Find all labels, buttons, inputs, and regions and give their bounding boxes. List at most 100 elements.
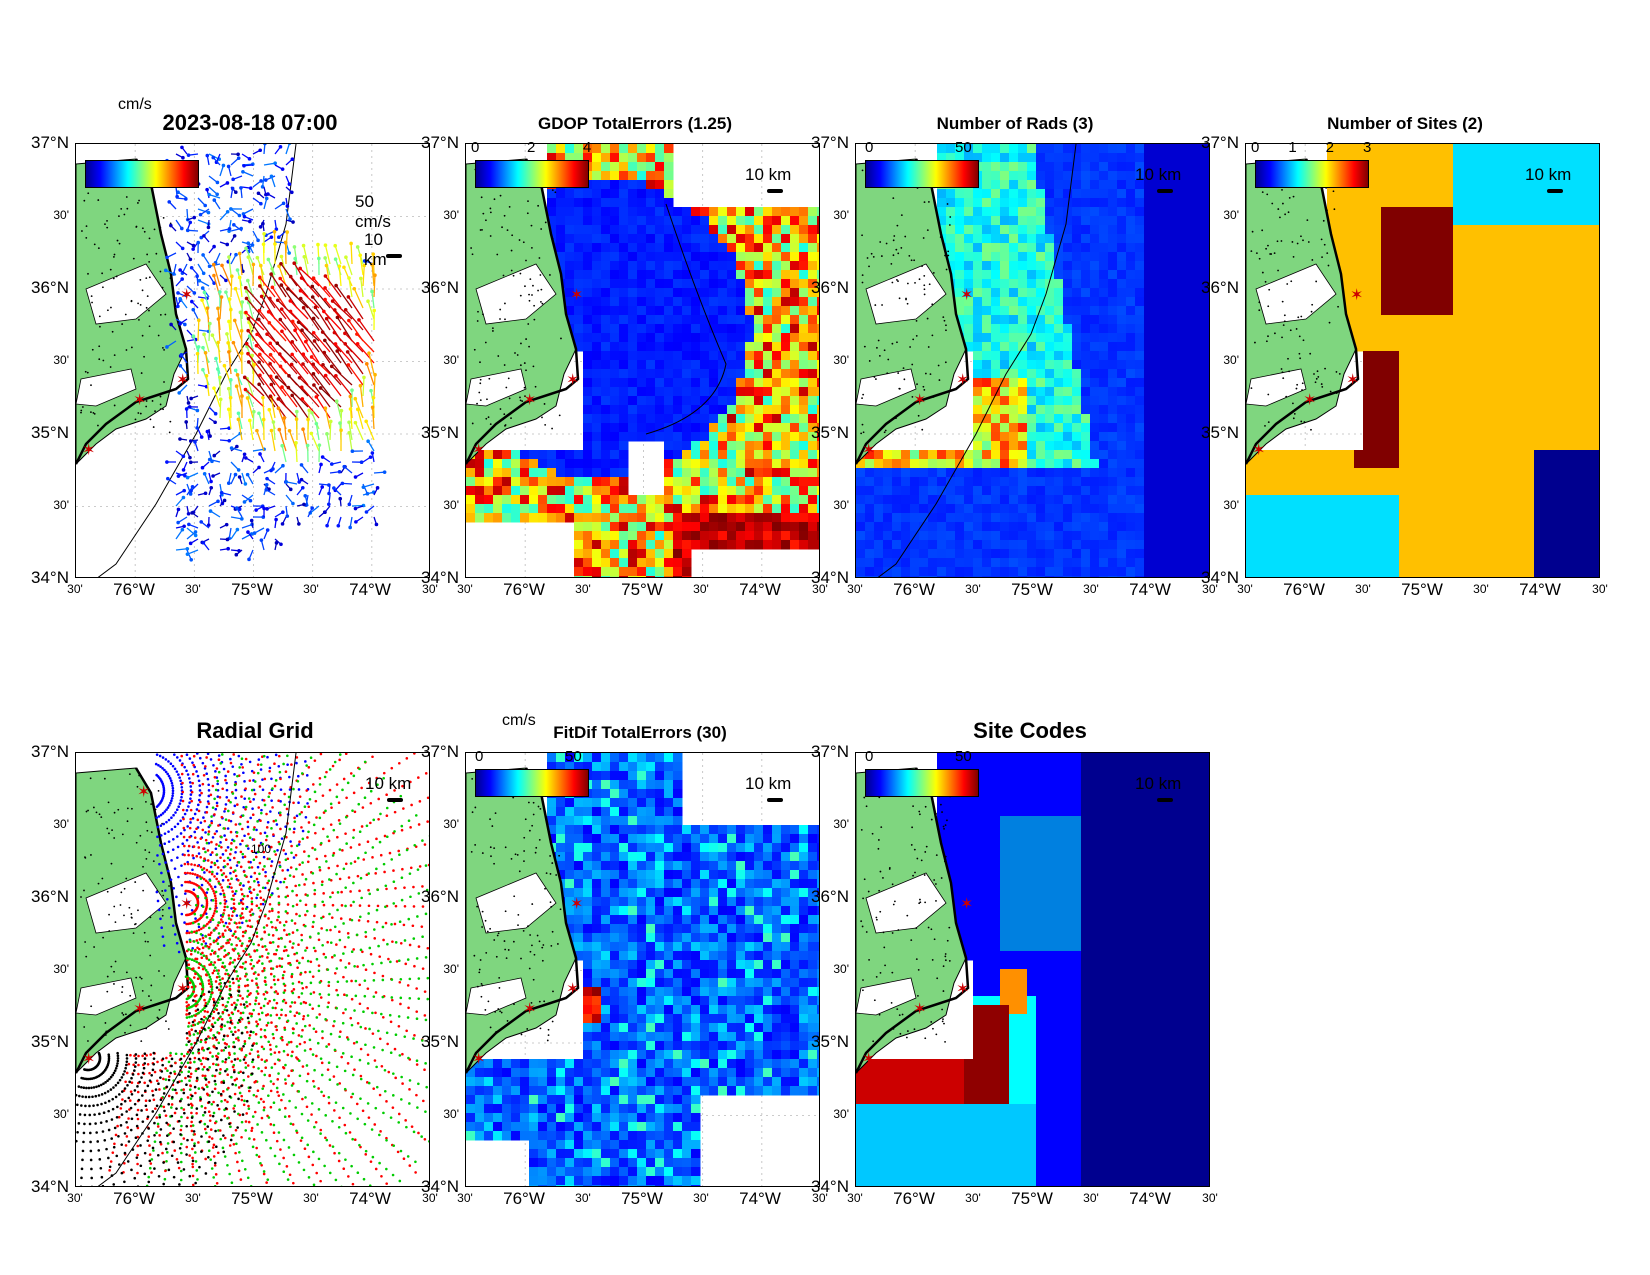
data-cell [700, 234, 710, 244]
data-cell [1072, 495, 1082, 505]
data-cell [745, 315, 755, 325]
data-cell [982, 306, 992, 316]
vector-head [229, 207, 233, 211]
data-cell [547, 477, 557, 487]
data-cell [1372, 189, 1382, 199]
data-cell [1036, 252, 1046, 262]
vector-head [327, 491, 331, 496]
data-cell [646, 306, 656, 316]
data-cell [574, 486, 584, 496]
vector-head [226, 407, 231, 412]
data-cell [955, 549, 965, 559]
vector-head [359, 460, 364, 464]
data-cell [1435, 153, 1445, 163]
current-vector [271, 286, 287, 309]
data-cell [619, 369, 629, 379]
data-cell [1054, 360, 1064, 370]
data-cell [718, 261, 728, 271]
data-cell [1027, 306, 1037, 316]
data-cell [745, 477, 755, 487]
data-cell [1009, 504, 1019, 514]
data-cell [709, 252, 719, 262]
coast-dot [874, 304, 877, 306]
data-cell [1144, 207, 1154, 217]
coast-dot [157, 334, 160, 337]
data-cell [1390, 189, 1400, 199]
vector-head [334, 373, 338, 378]
vector-head [193, 533, 198, 538]
data-cell [1126, 198, 1136, 208]
vector-head [191, 334, 196, 339]
vector-head [279, 254, 284, 259]
data-cell [628, 540, 638, 550]
current-vector [348, 432, 353, 452]
data-cell [1534, 198, 1544, 208]
coast-dot [903, 378, 906, 381]
data-cell [817, 270, 819, 280]
data-cell [1399, 225, 1409, 235]
data-cell [772, 243, 782, 253]
coast-dot [896, 224, 899, 227]
vector-head [368, 455, 373, 459]
data-cell [1054, 513, 1064, 523]
data-cell [1171, 378, 1181, 388]
data-cell [1153, 297, 1163, 307]
data-cell [1408, 171, 1418, 181]
data-cell [1198, 468, 1208, 478]
vector-head [192, 215, 197, 220]
data-cell [982, 270, 992, 280]
vector-head [246, 530, 250, 534]
coast-dot [937, 364, 940, 367]
data-cell [700, 225, 710, 235]
data-cell [1480, 216, 1490, 226]
data-cell [556, 153, 566, 163]
data-cell [1018, 396, 1028, 406]
data-cell [1054, 171, 1064, 181]
data-cell [817, 306, 819, 316]
data-cell [991, 144, 1001, 154]
data-cell [646, 180, 656, 190]
data-cell [718, 441, 728, 451]
vector-head [278, 145, 283, 149]
data-cell [1570, 144, 1580, 154]
data-cell [1099, 288, 1109, 298]
data-cell [1045, 567, 1055, 577]
current-vector [205, 375, 210, 397]
coast-dot [123, 213, 126, 216]
data-cell [1135, 207, 1145, 217]
data-cell [1027, 540, 1037, 550]
data-cell [1171, 540, 1181, 550]
data-cell [1180, 423, 1190, 433]
data-cell [1471, 216, 1481, 226]
data-cell [1081, 531, 1091, 541]
data-cell [1018, 414, 1028, 424]
data-cell [772, 495, 782, 505]
data-cell [601, 486, 611, 496]
data-cell [1126, 171, 1136, 181]
data-cell [628, 180, 638, 190]
data-cell [1117, 513, 1127, 523]
coast-dot [897, 252, 900, 255]
current-vector [350, 243, 353, 265]
vector-head [222, 498, 227, 503]
data-cell [1189, 441, 1199, 451]
data-cell [754, 225, 764, 235]
data-cell [817, 207, 819, 217]
data-cell [1498, 171, 1508, 181]
data-cell [493, 495, 503, 505]
data-cell [601, 360, 611, 370]
vector-head [232, 234, 237, 238]
data-cell [1381, 189, 1391, 199]
data-cell [1153, 198, 1163, 208]
data-cell [574, 576, 584, 577]
vector-head [236, 152, 240, 157]
data-cell [1444, 225, 1454, 235]
data-cell [592, 450, 602, 460]
data-cell [583, 360, 593, 370]
data-cell [1108, 378, 1118, 388]
data-cell [1207, 243, 1209, 253]
data-cell [565, 477, 575, 487]
current-vector [245, 389, 265, 408]
data-cell [1435, 234, 1445, 244]
vector-head [213, 420, 217, 425]
